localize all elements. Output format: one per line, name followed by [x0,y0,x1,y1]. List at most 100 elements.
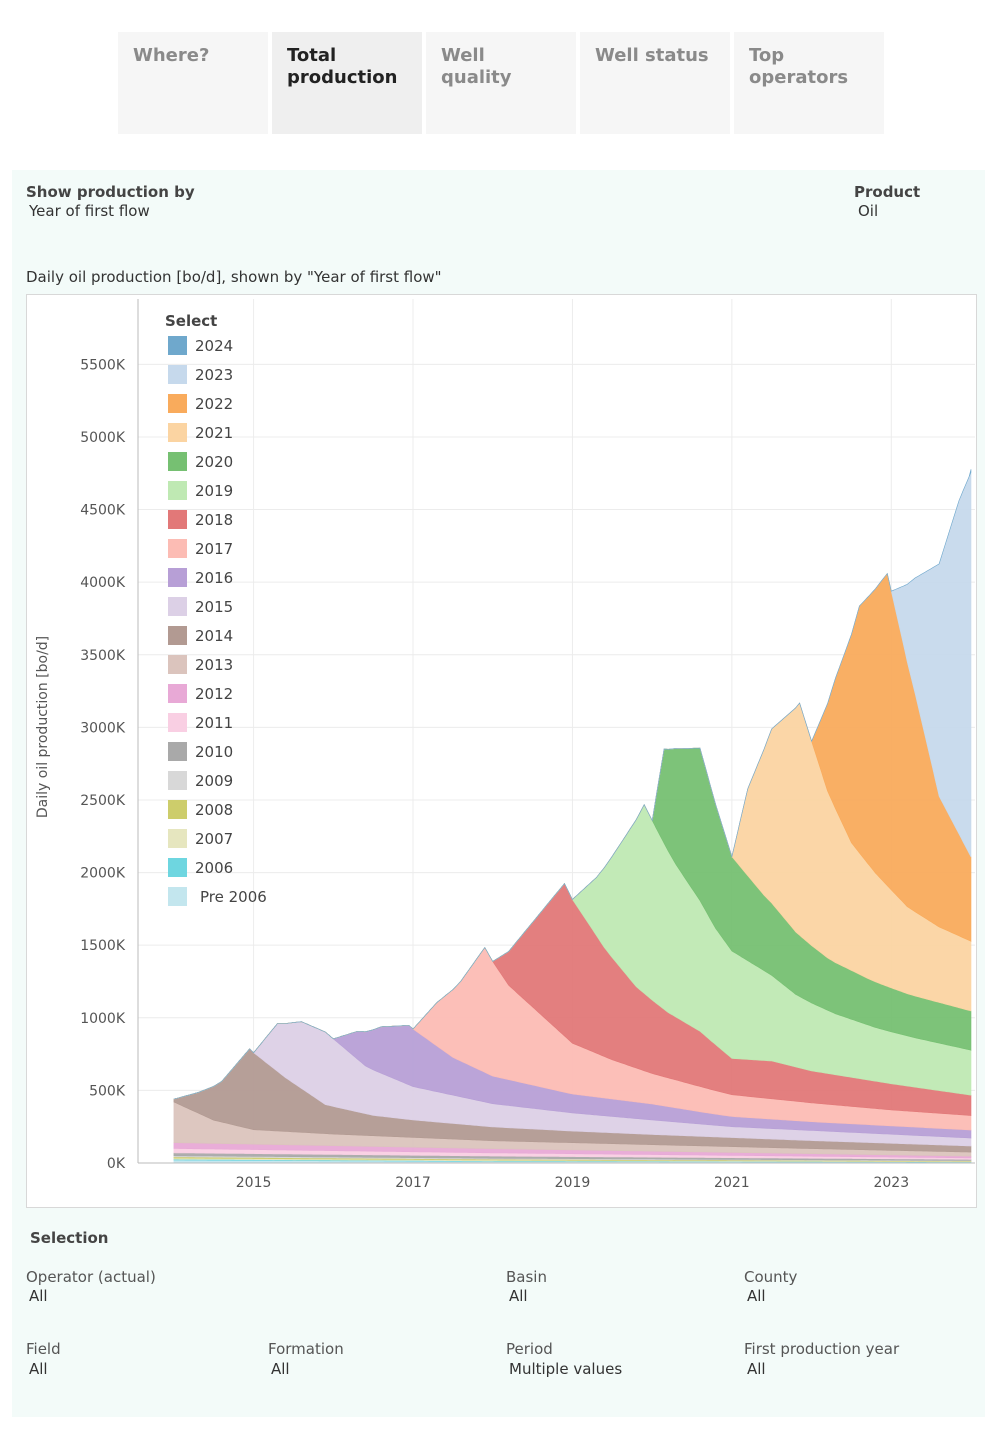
y-tick-label: 500K [89,1083,126,1099]
legend-swatch [168,829,187,848]
legend-label: 2014 [195,627,233,645]
chart-title: Daily oil production [bo/d], shown by "Y… [26,268,442,286]
x-tick-label: 2019 [555,1175,591,1191]
y-tick-label: 2500K [80,793,126,809]
product-dropdown[interactable]: Oil [858,202,879,220]
legend-item-2022[interactable]: 2022 [168,394,233,413]
legend-label: 2021 [195,424,233,442]
legend-item-2017[interactable]: 2017 [168,539,233,558]
x-tick-label: 2017 [395,1175,431,1191]
legend-item-2016[interactable]: 2016 [168,568,233,587]
legend-item-2011[interactable]: 2011 [168,713,233,732]
legend-swatch [168,858,187,877]
filter-first-year-label: First production year [744,1340,900,1358]
legend-swatch [168,800,187,819]
filter-county-value[interactable]: All [747,1287,766,1305]
legend-item-2023[interactable]: 2023 [168,365,233,384]
show-by-dropdown[interactable]: Year of first flow [29,202,150,220]
y-tick-label: 3500K [80,648,126,664]
product-label: Product [854,183,921,201]
legend-item-2013[interactable]: 2013 [168,655,233,674]
legend-item-2015[interactable]: 2015 [168,597,233,616]
legend-swatch [168,423,187,442]
y-tick-label: 1000K [80,1011,126,1027]
legend-item-2006[interactable]: 2006 [168,858,233,877]
axes: 0K 500K 1000K 1500K 2000K 2500K 3000K 3500K 4000… [80,299,975,1191]
y-tick-label: 2000K [80,866,126,882]
legend-label: 2022 [195,395,233,413]
tab-top-operators[interactable]: Top operators [734,32,884,134]
legend-item-2009[interactable]: 2009 [168,771,233,790]
filter-period-label: Period [506,1340,553,1358]
dashboard-panel: Show production by Year of first flow Pr… [12,170,985,1417]
legend-swatch [168,365,187,384]
y-tick-label: 4500K [80,503,126,519]
legend-label: 2009 [195,772,233,790]
legend-swatch [168,452,187,471]
legend-label: 2008 [195,801,233,819]
legend-label: 2015 [195,598,233,616]
y-axis-label: Daily oil production [bo/d] [35,636,51,818]
tab-where[interactable]: Where? [118,32,268,134]
y-tick-label: 0K [107,1156,126,1172]
x-tick-label: 2023 [873,1175,909,1191]
filter-field-value[interactable]: All [29,1360,48,1378]
legend-item-2012[interactable]: 2012 [168,684,233,703]
y-tick-label: 4000K [80,575,126,591]
filter-formation-value[interactable]: All [271,1360,290,1378]
legend-item-2021[interactable]: 2021 [168,423,233,442]
filter-period-value[interactable]: Multiple values [509,1360,623,1378]
legend-label: 2010 [195,743,233,761]
tab-well-quality[interactable]: Well quality [426,32,576,134]
filter-first-year-value[interactable]: All [747,1360,766,1378]
legend-item-pre-2006[interactable]: Pre 2006 [168,887,267,906]
legend-label: Pre 2006 [200,888,267,906]
legend-swatch [168,655,187,674]
legend-item-2024[interactable]: 2024 [168,336,233,355]
y-tick-label: 5500K [80,357,126,373]
y-tick-label: 1500K [80,938,126,954]
legend-item-2018[interactable]: 2018 [168,510,233,529]
legend-swatch [168,510,187,529]
legend-item-2007[interactable]: 2007 [168,829,233,848]
filter-field-label: Field [26,1340,61,1358]
legend-label: 2006 [195,859,233,877]
legend-swatch [168,336,187,355]
show-by-label: Show production by [26,183,195,201]
legend-label: 2016 [195,569,233,587]
legend-item-2014[interactable]: 2014 [168,626,233,645]
legend-swatch [168,626,187,645]
y-tick-label: 3000K [80,720,126,736]
x-tick-label: 2021 [714,1175,750,1191]
legend-item-2010[interactable]: 2010 [168,742,233,761]
y-tick-label: 5000K [80,430,126,446]
legend-label: 2020 [195,453,233,471]
x-tick-label: 2015 [236,1175,272,1191]
legend-label: 2019 [195,482,233,500]
production-area-chart: 0K 500K 1000K 1500K 2000K 2500K 3000K 3500K 4000… [35,299,975,1191]
legend-label: 2011 [195,714,233,732]
filter-basin-value[interactable]: All [509,1287,528,1305]
legend-label: 2018 [195,511,233,529]
legend-swatch [168,568,187,587]
legend-item-2019[interactable]: 2019 [168,481,233,500]
filter-operator-value[interactable]: All [29,1287,48,1305]
legend-swatch [168,887,187,906]
area-series-2024[interactable] [173,469,972,1100]
filter-formation-label: Formation [268,1340,344,1358]
legend-item-2020[interactable]: 2020 [168,452,233,471]
legend-item-2008[interactable]: 2008 [168,800,233,819]
legend-label: 2007 [195,830,233,848]
tab-well-status[interactable]: Well status [580,32,730,134]
filter-basin-label: Basin [506,1268,547,1286]
legend-label: 2023 [195,366,233,384]
legend-title: Select [165,312,217,330]
legend-swatch [168,771,187,790]
legend-swatch [168,742,187,761]
filter-operator-label: Operator (actual) [26,1268,156,1286]
legend-swatch [168,394,187,413]
tab-total-production[interactable]: Total production [272,32,422,134]
area-series [173,469,972,1164]
chart-container: 0K 500K 1000K 1500K 2000K 2500K 3000K 3500K 4000… [26,294,977,1208]
legend-swatch [168,481,187,500]
